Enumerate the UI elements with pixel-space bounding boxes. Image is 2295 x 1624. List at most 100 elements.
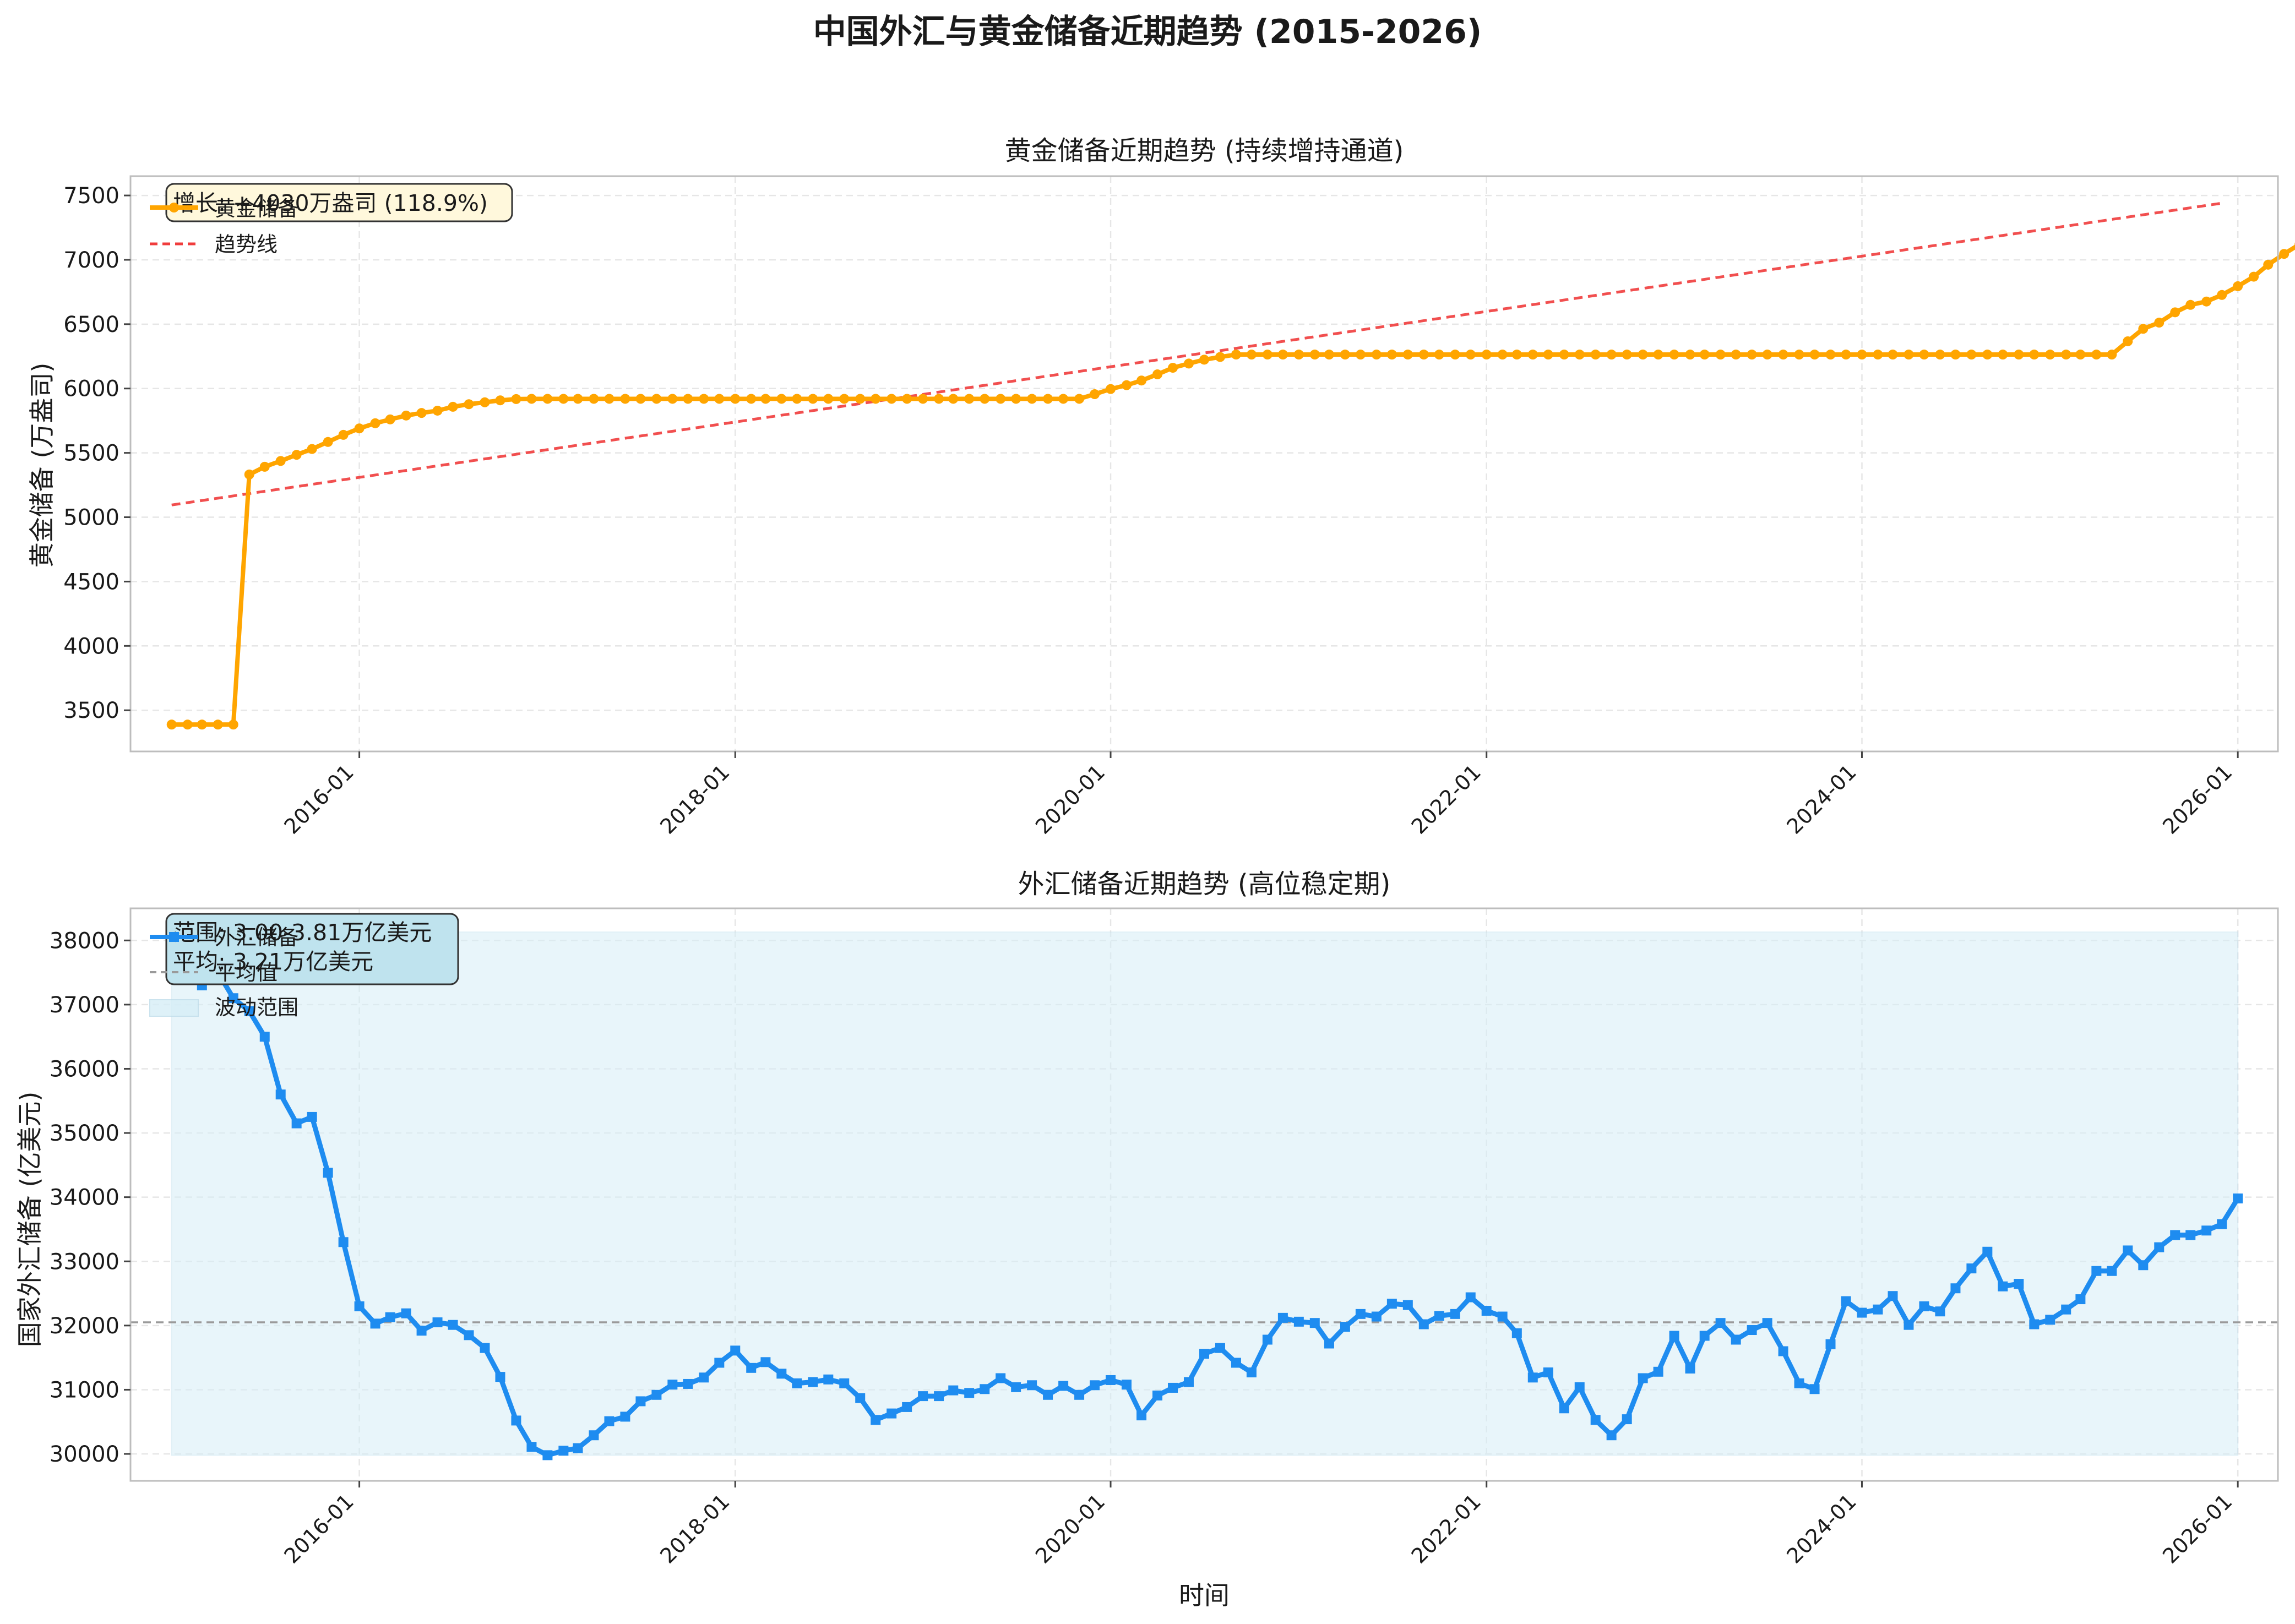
gold-data-point — [1950, 350, 1961, 360]
forex-data-point — [1183, 1377, 1194, 1387]
gold-trend-segment — [171, 201, 2222, 506]
gold-data-point — [1340, 350, 1350, 360]
gold-chart-title: 黄金储备近期趋势 (持续增持通道) — [1005, 135, 1404, 166]
forex-data-point — [259, 1032, 270, 1042]
forex-data-point — [370, 1318, 380, 1329]
gold-data-point — [1121, 380, 1132, 390]
gold-gridlines — [130, 176, 2278, 751]
forex-y-tick-label: 31000 — [50, 1377, 119, 1403]
forex-data-point — [1731, 1334, 1741, 1345]
forex-y-tick-label: 34000 — [50, 1185, 119, 1211]
gold-x-tick-label: 2026-01 — [2158, 760, 2237, 838]
forex-data-point — [1355, 1309, 1366, 1319]
forex-data-point — [1888, 1291, 1898, 1301]
gold-data-point — [1106, 384, 1116, 394]
gold-data-point — [2029, 350, 2040, 360]
forex-data-point — [1857, 1307, 1867, 1318]
forex-data-point — [1590, 1415, 1601, 1425]
forex-data-point — [2091, 1266, 2102, 1276]
forex-data-point — [1966, 1263, 1977, 1274]
forex-data-point — [1685, 1363, 1695, 1374]
gold-data-point — [871, 394, 881, 404]
forex-data-point — [839, 1378, 850, 1388]
gold-data-point — [1058, 394, 1069, 404]
forex-data-point — [1481, 1306, 1492, 1316]
gold-x-tick-label: 2020-01 — [1031, 760, 1110, 838]
band-legend-swatch — [149, 999, 199, 1017]
gold-data-point — [902, 394, 912, 404]
gold-data-point — [996, 394, 1006, 404]
forex-data-point — [1638, 1373, 1648, 1383]
forex-data-point — [2029, 1319, 2040, 1329]
gold-data-point — [2249, 271, 2259, 282]
forex-y-tick-label: 35000 — [50, 1121, 119, 1146]
forex-data-point — [1324, 1338, 1334, 1349]
gold-data-point — [699, 394, 709, 404]
forex-data-point — [918, 1391, 928, 1402]
gold-data-point — [1434, 350, 1444, 360]
forex-y-tick-label: 37000 — [50, 993, 119, 1018]
gold-data-point — [2185, 299, 2196, 310]
forex-x-tick-label: 2018-01 — [655, 1489, 734, 1568]
gold-data-point — [2217, 290, 2227, 300]
gold-data-point — [1386, 350, 1397, 360]
gold-legend: 黄金储备 趋势线 — [150, 197, 298, 257]
forex-data-point — [1715, 1318, 1726, 1328]
gold-data-point — [2263, 259, 2274, 270]
gold-data-point — [526, 394, 537, 404]
forex-annotation-line-2: 平均: 3.21万亿美元 — [173, 949, 373, 975]
gold-data-point — [1371, 350, 1382, 360]
forex-data-point — [1215, 1343, 1225, 1353]
gold-data-point — [1011, 394, 1021, 404]
forex-data-point — [1653, 1366, 1663, 1377]
forex-data-point — [1622, 1414, 1632, 1425]
gold-y-tick-label: 6500 — [63, 312, 119, 337]
forex-data-point — [996, 1373, 1006, 1383]
gold-data-point — [1857, 350, 1867, 360]
gold-data-point — [2123, 336, 2133, 346]
forex-data-point — [1371, 1311, 1382, 1322]
forex-data-point — [2045, 1315, 2055, 1325]
forex-data-point — [2061, 1304, 2071, 1315]
gold-data-point — [1168, 363, 1178, 373]
forex-data-point — [495, 1372, 505, 1382]
gold-y-tick-label: 6000 — [63, 377, 119, 402]
gold-data-point — [1715, 350, 1726, 360]
forex-data-point — [1074, 1389, 1085, 1400]
gold-y-tick-label: 4000 — [63, 634, 119, 659]
forex-annotation-box — [165, 913, 459, 985]
forex-x-tick-label: 2016-01 — [280, 1489, 358, 1568]
gold-data-point — [1982, 350, 1993, 360]
gold-data-point — [887, 394, 897, 404]
forex-y-axis-label: 国家外汇储备 (亿美元) — [15, 1092, 45, 1348]
gold-data-point — [275, 456, 286, 466]
gold-data-point — [197, 720, 207, 730]
gold-data-point — [980, 394, 990, 404]
forex-data-point — [1904, 1320, 1914, 1330]
forex-data-point — [667, 1380, 678, 1390]
gold-data-point — [714, 394, 725, 404]
gold-data-point — [792, 394, 802, 404]
gold-data-point — [244, 469, 254, 479]
gold-data-point — [948, 394, 959, 404]
gold-series-line — [171, 244, 2295, 727]
gold-data-point — [1246, 350, 1257, 360]
gold-y-tick-label: 7500 — [63, 183, 119, 209]
forex-data-point — [948, 1385, 959, 1396]
gold-x-tick-label: 2022-01 — [1407, 760, 1486, 838]
gold-data-point — [1574, 350, 1585, 360]
forex-data-point — [1543, 1367, 1553, 1377]
forex-data-point — [1527, 1372, 1538, 1383]
forex-data-point — [746, 1363, 757, 1373]
forex-data-point — [511, 1415, 521, 1426]
forex-data-point — [1090, 1380, 1100, 1391]
forex-data-point — [1935, 1306, 1945, 1317]
forex-data-point — [2185, 1230, 2196, 1240]
forex-data-point — [855, 1393, 866, 1403]
gold-x-tick-label: 2016-01 — [280, 760, 358, 838]
forex-data-point — [558, 1446, 569, 1456]
forex-data-point — [1873, 1304, 1883, 1315]
forex-data-point — [1418, 1319, 1429, 1329]
gold-plot-frame — [129, 175, 2279, 753]
forex-y-tick-label: 33000 — [50, 1249, 119, 1274]
